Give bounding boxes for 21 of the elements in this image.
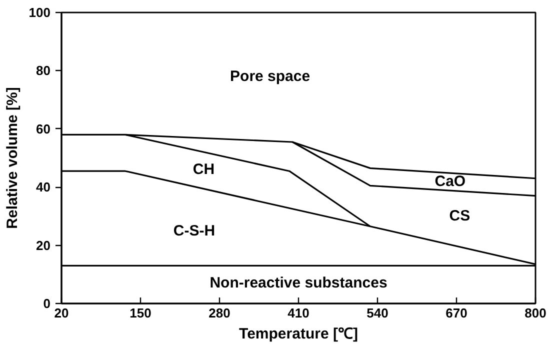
x-axis-title: Temperature [℃] (239, 326, 358, 342)
x-tick-label: 410 (288, 306, 310, 320)
y-tick-label: 40 (36, 180, 51, 195)
x-tick-label: 20 (54, 306, 69, 320)
annotation: CaO (434, 172, 466, 190)
x-tick-label: 670 (446, 306, 468, 320)
x-tick-label: 540 (366, 306, 388, 320)
annotation: CS (449, 208, 470, 225)
x-tick-label: 150 (130, 306, 152, 320)
y-tick-label: 20 (36, 238, 51, 253)
y-tick-label: 80 (36, 63, 51, 78)
annotation: CH (192, 161, 215, 178)
y-tick-label: 60 (36, 121, 51, 136)
y-tick-label: 0 (43, 296, 51, 311)
y-axis-title: Relative volume [%] (4, 87, 21, 229)
annotation: C-S-H (173, 222, 216, 240)
x-tick-label: 280 (208, 306, 230, 320)
annotation: Non-reactive substances (210, 274, 388, 292)
y-tick-label: 100 (28, 5, 51, 20)
x-tick-label: 800 (524, 306, 546, 320)
annotation: Pore space (230, 68, 310, 86)
